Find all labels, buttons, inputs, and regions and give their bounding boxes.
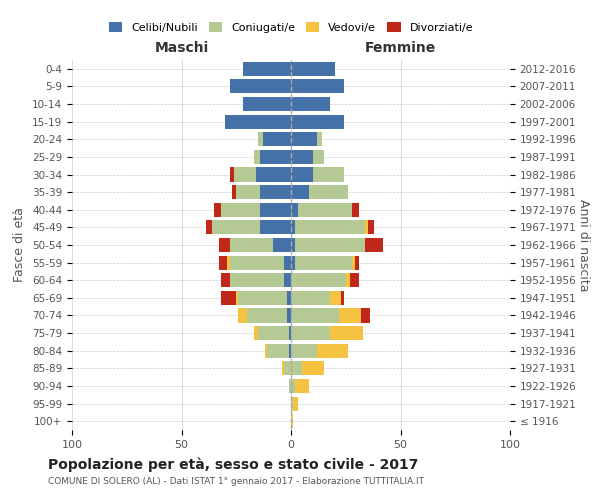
Bar	[219, 256, 227, 270]
Bar	[258, 132, 263, 146]
Bar	[291, 168, 313, 181]
Bar	[238, 308, 247, 322]
Bar	[243, 62, 291, 76]
Bar	[308, 185, 348, 199]
Bar	[291, 273, 346, 287]
Bar	[293, 396, 298, 410]
Bar	[289, 344, 291, 358]
Bar	[258, 326, 289, 340]
Y-axis label: Anni di nascita: Anni di nascita	[577, 198, 590, 291]
Bar	[212, 220, 260, 234]
Bar	[274, 238, 291, 252]
Bar	[284, 273, 291, 287]
Bar	[291, 308, 339, 322]
Bar	[352, 256, 355, 270]
Bar	[295, 238, 365, 252]
Bar	[291, 132, 317, 146]
Bar	[317, 132, 322, 146]
Y-axis label: Fasce di età: Fasce di età	[13, 208, 26, 282]
Bar	[291, 185, 308, 199]
Bar	[291, 97, 331, 111]
Bar	[221, 273, 230, 287]
Bar	[234, 168, 256, 181]
Bar	[291, 238, 295, 252]
Bar	[291, 344, 317, 358]
Bar	[291, 379, 295, 393]
Bar	[346, 273, 350, 287]
Bar	[214, 202, 221, 217]
Bar	[341, 291, 344, 305]
Bar	[331, 291, 341, 305]
Bar	[302, 362, 324, 376]
Bar	[260, 185, 291, 199]
Bar	[291, 62, 335, 76]
Bar	[247, 308, 287, 322]
Bar	[291, 220, 295, 234]
Bar	[260, 220, 291, 234]
Bar	[295, 379, 308, 393]
Bar	[365, 220, 368, 234]
Bar	[263, 132, 291, 146]
Bar	[230, 168, 234, 181]
Bar	[289, 326, 291, 340]
Bar	[350, 273, 359, 287]
Bar	[284, 256, 291, 270]
Bar	[291, 150, 313, 164]
Bar	[243, 97, 291, 111]
Legend: Celibi/Nubili, Coniugati/e, Vedovi/e, Divorziati/e: Celibi/Nubili, Coniugati/e, Vedovi/e, Di…	[104, 18, 478, 37]
Bar	[313, 150, 324, 164]
Bar	[289, 379, 291, 393]
Bar	[206, 220, 212, 234]
Bar	[260, 202, 291, 217]
Bar	[365, 238, 383, 252]
Bar	[339, 308, 361, 322]
Bar	[291, 414, 293, 428]
Bar	[236, 291, 238, 305]
Bar	[298, 202, 352, 217]
Bar	[291, 114, 344, 128]
Bar	[227, 256, 230, 270]
Bar	[221, 291, 236, 305]
Bar	[361, 308, 370, 322]
Bar	[295, 256, 352, 270]
Bar	[291, 291, 331, 305]
Bar	[313, 168, 344, 181]
Bar	[295, 220, 365, 234]
Bar	[230, 256, 284, 270]
Bar	[230, 238, 274, 252]
Bar	[284, 362, 291, 376]
Bar	[230, 273, 284, 287]
Bar	[219, 238, 230, 252]
Bar	[256, 168, 291, 181]
Bar	[265, 344, 267, 358]
Bar	[230, 80, 291, 94]
Bar	[232, 185, 236, 199]
Bar	[368, 220, 374, 234]
Text: COMUNE DI SOLERO (AL) - Dati ISTAT 1° gennaio 2017 - Elaborazione TUTTITALIA.IT: COMUNE DI SOLERO (AL) - Dati ISTAT 1° ge…	[48, 478, 424, 486]
Bar	[254, 326, 258, 340]
Bar	[352, 202, 359, 217]
Bar	[291, 80, 344, 94]
Text: Popolazione per età, sesso e stato civile - 2017: Popolazione per età, sesso e stato civil…	[48, 458, 418, 472]
Bar	[238, 291, 287, 305]
Bar	[291, 362, 302, 376]
Bar	[236, 185, 260, 199]
Bar	[355, 256, 359, 270]
Bar	[291, 396, 293, 410]
Text: Femmine: Femmine	[365, 40, 436, 54]
Bar	[221, 202, 260, 217]
Bar	[331, 326, 363, 340]
Text: Maschi: Maschi	[154, 40, 209, 54]
Bar	[282, 362, 284, 376]
Bar	[317, 344, 348, 358]
Bar	[287, 308, 291, 322]
Bar	[291, 256, 295, 270]
Bar	[254, 150, 260, 164]
Bar	[291, 326, 331, 340]
Bar	[226, 114, 291, 128]
Bar	[260, 150, 291, 164]
Bar	[287, 291, 291, 305]
Bar	[267, 344, 289, 358]
Bar	[291, 202, 298, 217]
